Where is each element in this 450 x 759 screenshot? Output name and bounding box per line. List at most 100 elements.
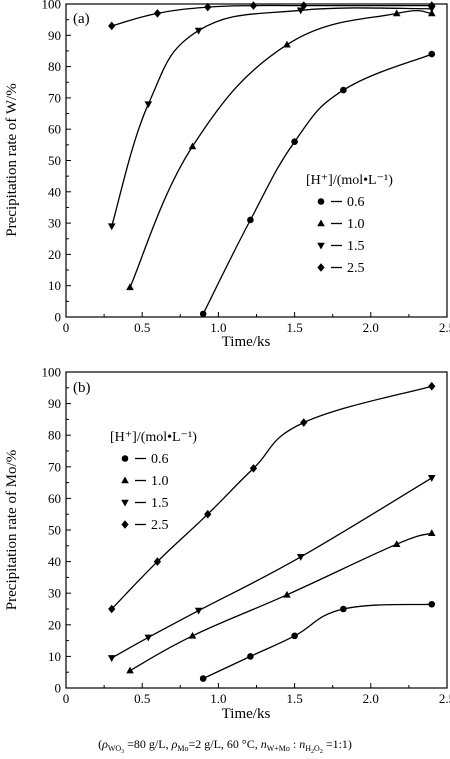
y-tick-label: 10 xyxy=(48,649,61,664)
panel-b-y-axis-label: Precipitation rate of Mo/% xyxy=(4,450,20,610)
y-tick-label: 70 xyxy=(48,90,61,105)
legend-marker-0.6 xyxy=(121,455,129,462)
data-point-1.0 xyxy=(283,40,291,48)
panel-b-legend: [H⁺]/(mol•L⁻¹) 0.6 1.0 1.5 2.5 xyxy=(110,430,197,533)
y-tick-label: 20 xyxy=(48,247,61,262)
y-tick-label: 60 xyxy=(48,491,61,506)
y-tick-label: 20 xyxy=(48,617,61,632)
data-point-0.6 xyxy=(247,653,254,660)
legend-marker-1.5 xyxy=(317,242,325,250)
data-point-0.6 xyxy=(428,50,436,58)
data-point-2.5 xyxy=(300,1,308,10)
y-tick-label: 50 xyxy=(48,523,61,538)
y-tick-label: 80 xyxy=(48,428,61,443)
legend-label-1.5: 1.5 xyxy=(347,239,365,254)
x-tick-label: 0 xyxy=(63,320,70,335)
y-tick-label: 100 xyxy=(42,0,62,12)
data-point-1.0 xyxy=(392,540,401,548)
data-point-2.5 xyxy=(153,557,162,566)
data-point-0.6 xyxy=(340,86,347,94)
data-point-1.0 xyxy=(126,666,134,674)
data-point-2.5 xyxy=(204,2,212,12)
legend-marker-2.5 xyxy=(317,263,325,272)
data-point-1.5 xyxy=(296,554,305,561)
x-tick-label: 0 xyxy=(63,691,70,706)
data-point-0.6 xyxy=(199,675,207,682)
legend-title: [H⁺]/(mol•L⁻¹) xyxy=(110,430,197,445)
series-curve-1.5 xyxy=(111,7,432,227)
data-point-1.0 xyxy=(392,9,401,17)
y-tick-label: 0 xyxy=(55,681,62,696)
data-point-1.5 xyxy=(107,223,116,231)
data-point-1.5 xyxy=(194,607,203,615)
x-tick-label: 0.5 xyxy=(134,691,150,706)
data-point-2.5 xyxy=(428,1,436,10)
panel-a-label: (a) xyxy=(73,11,90,27)
series-curve-1.0 xyxy=(129,532,432,672)
data-point-0.6 xyxy=(428,600,436,608)
x-tick-label: 1.5 xyxy=(286,320,302,335)
legend-label-2.5: 2.5 xyxy=(151,518,169,533)
legend-marker-1.5 xyxy=(121,499,129,507)
legend-label-1.0: 1.0 xyxy=(347,217,365,232)
series-curve-2.5 xyxy=(111,385,432,610)
data-point-1.0 xyxy=(188,142,197,150)
data-point-0.6 xyxy=(291,138,298,146)
y-tick-label: 70 xyxy=(48,459,61,474)
y-tick-label: 50 xyxy=(48,153,61,168)
conditions-note: (ρWO3 =80 g/L, ρMo=2 g/L, 60 °C, nW+Mo :… xyxy=(98,737,352,755)
data-point-0.6 xyxy=(291,632,298,640)
data-point-1.0 xyxy=(427,529,436,536)
panel-a: 0 10 20 30 40 50 60 70 80 90 100 0 0.5 1.0 1.5 2.0 2.5 (… xyxy=(4,0,450,350)
data-point-1.0 xyxy=(188,631,197,639)
y-tick-label: 30 xyxy=(48,216,61,231)
data-point-1.5 xyxy=(427,475,436,482)
data-point-0.6 xyxy=(247,216,254,224)
panel-a-frame xyxy=(65,3,448,318)
legend-marker-1.0 xyxy=(317,219,325,227)
panel-b: 0 10 20 30 40 50 60 70 80 90 100 0 0.5 1.0 1.5 2.0 2.5 (… xyxy=(4,365,450,723)
panel-a-x-axis-label: Time/ks xyxy=(222,334,271,350)
legend-title: [H⁺]/(mol•L⁻¹) xyxy=(306,173,393,188)
data-point-0.6 xyxy=(199,310,207,318)
data-point-2.5 xyxy=(204,509,212,519)
legend-marker-1.0 xyxy=(121,476,129,484)
data-point-2.5 xyxy=(108,604,116,614)
y-tick-label: 90 xyxy=(48,396,61,411)
data-point-1.5 xyxy=(107,655,116,662)
y-tick-label: 100 xyxy=(42,365,62,380)
y-tick-label: 40 xyxy=(48,184,61,199)
legend-label-0.6: 0.6 xyxy=(151,452,169,467)
x-tick-label: 2.5 xyxy=(439,691,450,706)
panel-a-y-axis-label: Precipitation rate of W/% xyxy=(4,83,20,236)
panel-b-frame xyxy=(65,371,448,689)
series-curve-1.0 xyxy=(129,9,432,288)
legend-marker-2.5 xyxy=(121,520,129,529)
data-point-1.0 xyxy=(283,590,291,598)
data-point-1.0 xyxy=(126,283,134,291)
data-point-2.5 xyxy=(300,418,308,427)
legend-label-1.0: 1.0 xyxy=(151,474,169,489)
x-tick-label: 1.5 xyxy=(286,691,302,706)
legend-label-1.5: 1.5 xyxy=(151,496,169,511)
y-tick-label: 60 xyxy=(48,122,61,137)
legend-marker-0.6 xyxy=(317,198,325,205)
x-tick-label: 2.0 xyxy=(363,691,379,706)
series-curve-1.5 xyxy=(111,477,433,659)
x-tick-label: 1.0 xyxy=(210,691,226,706)
data-point-0.6 xyxy=(340,605,347,613)
y-tick-label: 0 xyxy=(55,310,62,325)
data-point-1.5 xyxy=(296,7,305,15)
data-point-1.0 xyxy=(427,9,436,17)
y-tick-label: 10 xyxy=(48,278,61,293)
data-point-2.5 xyxy=(153,9,162,18)
data-point-1.5 xyxy=(144,634,153,642)
legend-label-0.6: 0.6 xyxy=(347,195,365,210)
x-tick-label: 2.0 xyxy=(363,320,379,335)
y-tick-label: 30 xyxy=(48,586,61,601)
x-tick-label: 2.5 xyxy=(439,320,450,335)
y-tick-label: 40 xyxy=(48,554,61,569)
data-point-2.5 xyxy=(428,381,436,391)
y-tick-label: 80 xyxy=(48,59,61,74)
